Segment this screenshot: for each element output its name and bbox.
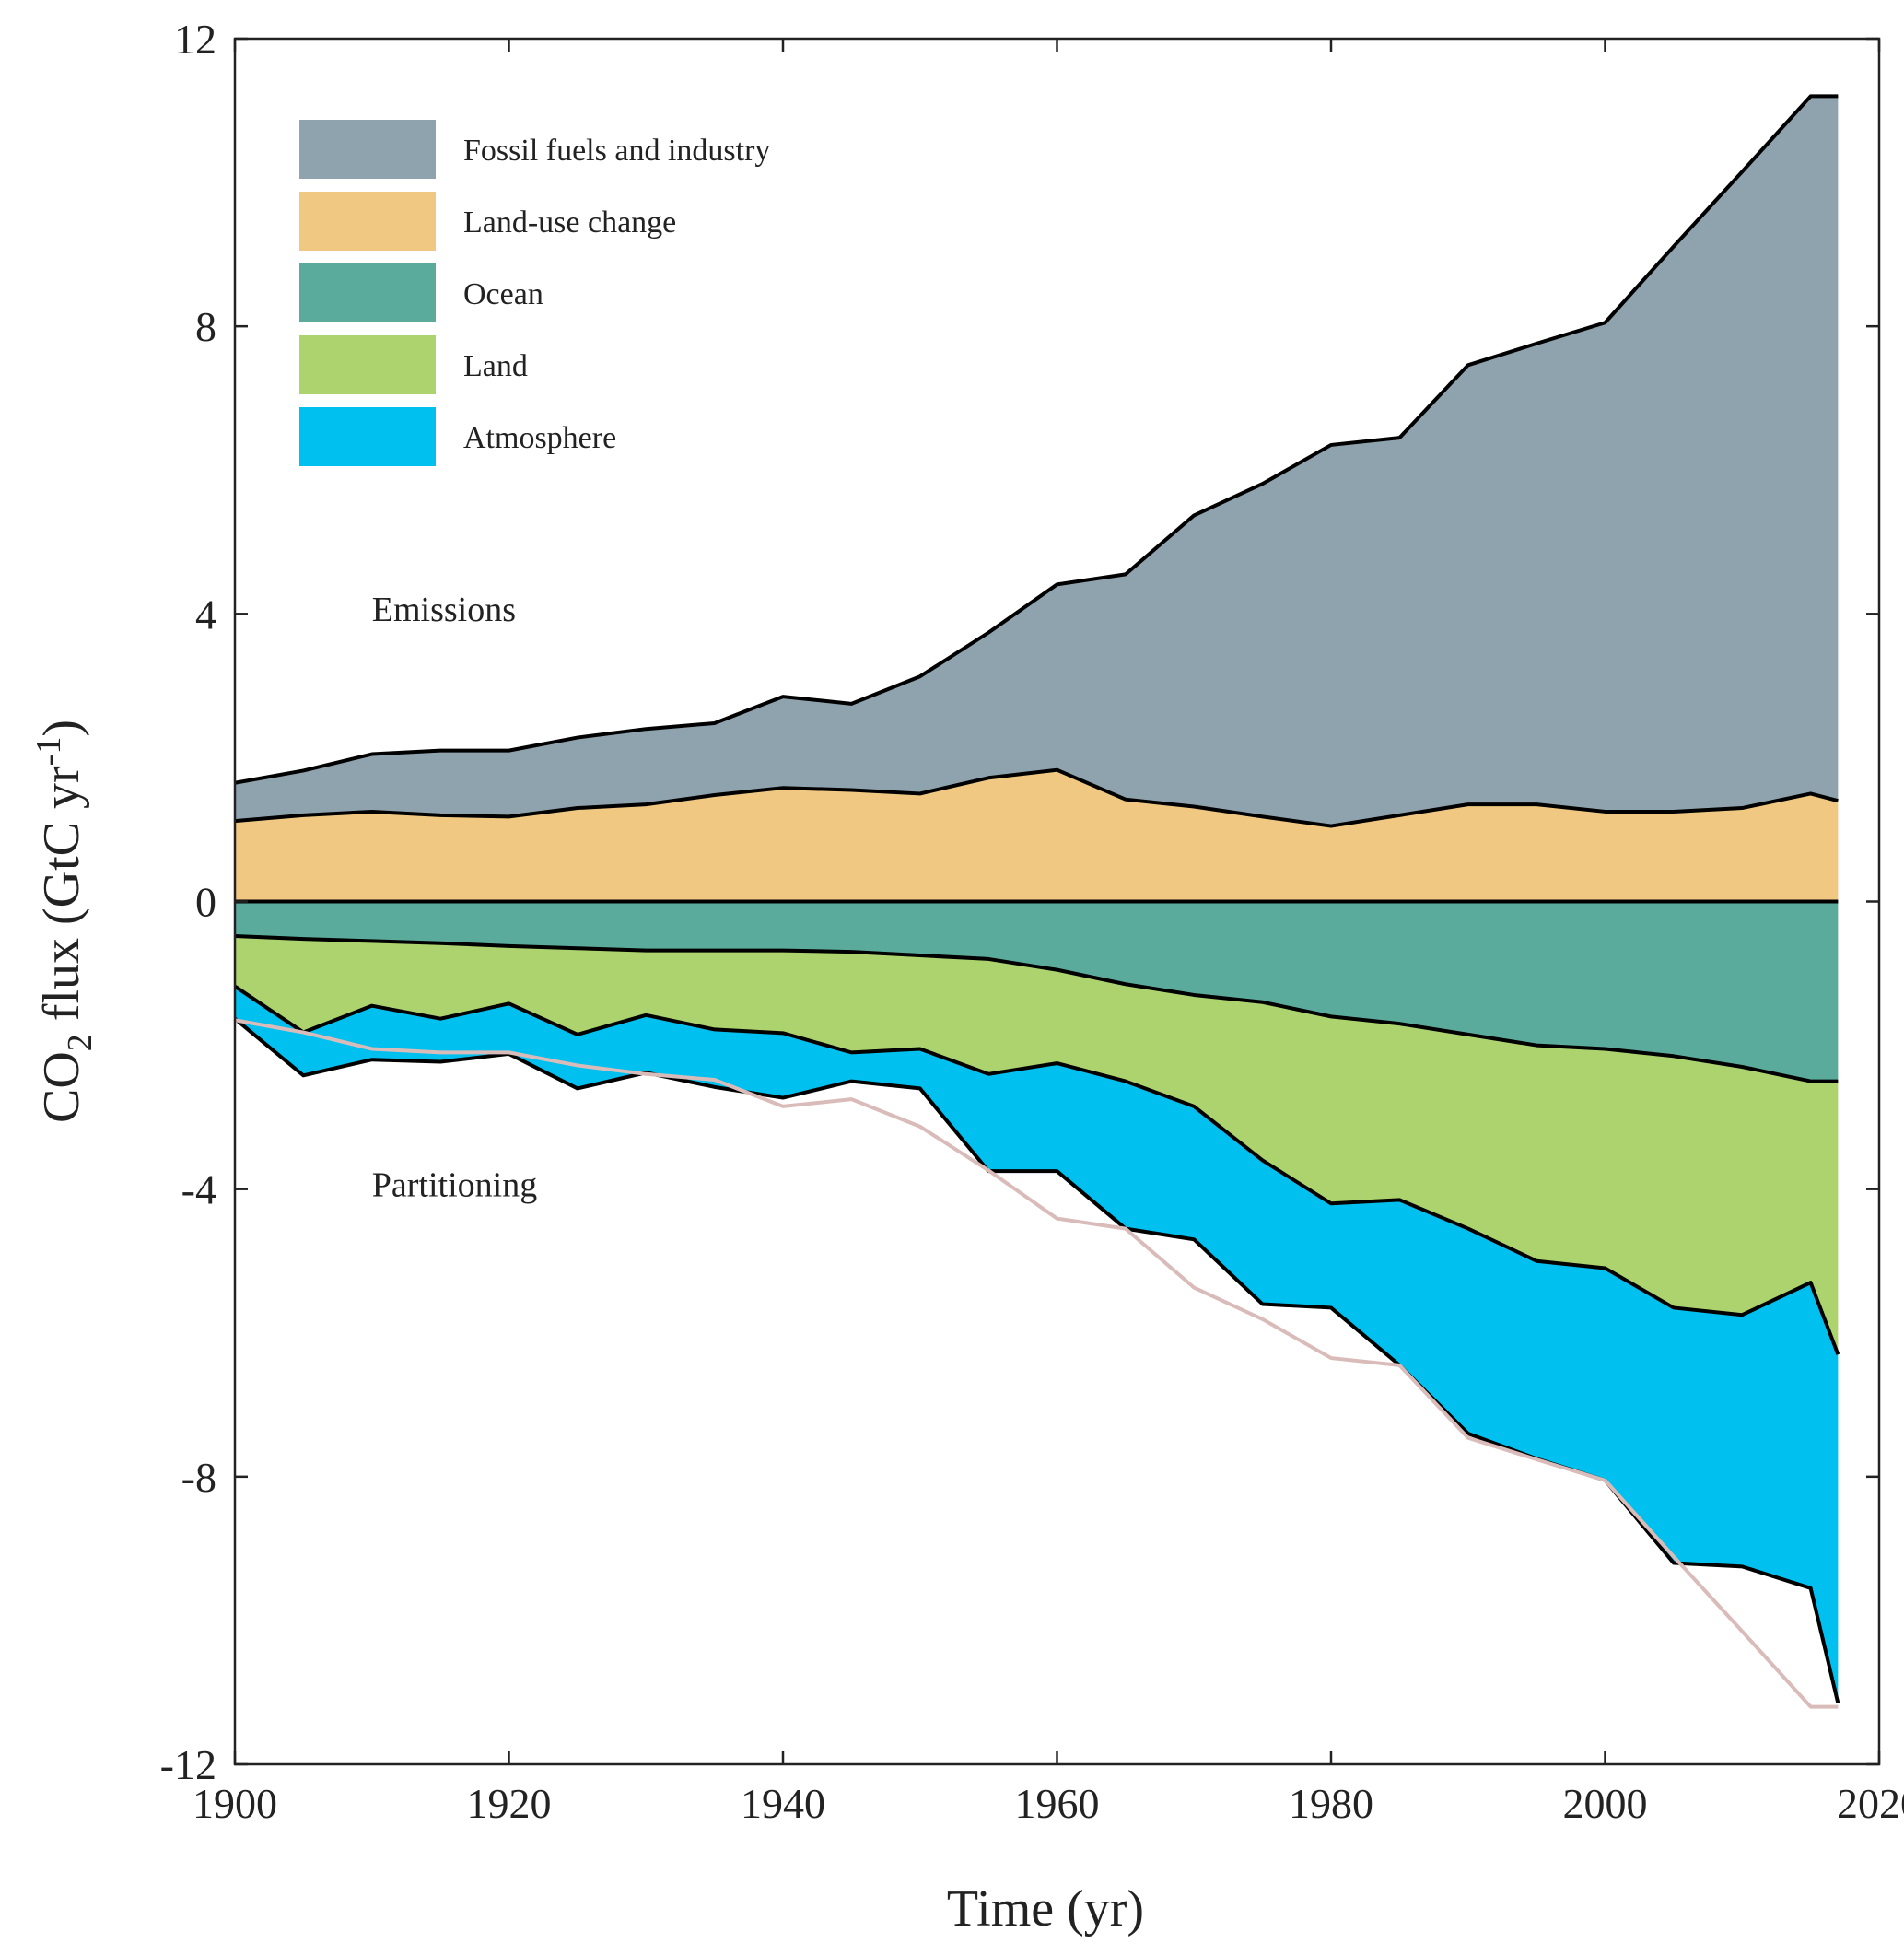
budget-line-layer — [234, 1018, 1839, 1709]
legend-swatch-atmosphere — [299, 407, 436, 466]
outline-land-bottom — [233, 984, 1840, 1355]
y-axis-title-prefix: CO — [33, 1051, 90, 1123]
annotation-partitioning: Partitioning — [372, 1165, 537, 1204]
annotations: Emissions Partitioning — [372, 591, 537, 1204]
legend-label-land: Land — [463, 349, 528, 383]
y-tick-label-0: 0 — [195, 879, 216, 926]
outline-land-use-change-top — [234, 767, 1839, 828]
x-axis: 1900 1920 1940 1960 1980 2000 2020 — [193, 39, 1904, 1827]
x-tick-label-1920: 1920 — [467, 1780, 552, 1827]
legend: Fossil fuels and industry Land-use change… — [299, 120, 770, 466]
y-tick-label--8: -8 — [181, 1454, 216, 1501]
y-axis-title-sub: 2 — [61, 1034, 99, 1051]
outline-fossil-top — [234, 94, 1839, 785]
x-tick-label-1940: 1940 — [741, 1780, 825, 1827]
legend-swatch-land-use-change — [299, 192, 436, 251]
y-axis-title-suffix: ) — [33, 720, 90, 737]
y-tick-label-4: 4 — [195, 591, 216, 638]
y-tick-label-8: 8 — [195, 303, 216, 350]
area-layers — [235, 96, 1839, 1703]
budget-line — [234, 1018, 1839, 1709]
x-tick-label-2000: 2000 — [1563, 1780, 1648, 1827]
annotation-emissions: Emissions — [372, 591, 516, 629]
x-tick-label-1960: 1960 — [1015, 1780, 1100, 1827]
y-axis-title-mid: flux (GtC yr — [33, 766, 90, 1034]
series-area-fossil-fuels-and-industry — [235, 96, 1839, 826]
x-tick-label-1980: 1980 — [1289, 1780, 1373, 1827]
x-tick-label-2020: 2020 — [1837, 1780, 1904, 1827]
y-axis-title-sup: -1 — [29, 737, 68, 767]
legend-swatch-fossil-fuels-and-industry — [299, 120, 436, 179]
y-axis-title: CO2 flux (GtC yr-1) — [29, 720, 99, 1123]
y-tick-label--12: -12 — [160, 1741, 216, 1788]
legend-swatch-land — [299, 335, 436, 394]
series-area-land — [235, 935, 1839, 1355]
outline-ocean-bottom — [234, 933, 1839, 1083]
legend-label-atmosphere: Atmosphere — [463, 421, 616, 455]
series-area-ocean — [235, 901, 1839, 1082]
legend-label-land-use-change: Land-use change — [463, 205, 676, 240]
y-tick-label--4: -4 — [181, 1166, 216, 1213]
legend-label-fossil-fuels-and-industry: Fossil fuels and industry — [463, 134, 770, 168]
series-area-atmosphere — [235, 986, 1839, 1703]
legend-label-ocean: Ocean — [463, 277, 543, 311]
y-axis: 12 8 4 0 -4 -8 -12 — [160, 16, 1879, 1788]
x-tick-label-1900: 1900 — [193, 1780, 277, 1827]
y-tick-label-12: 12 — [174, 16, 216, 63]
x-axis-title: Time (yr) — [947, 1880, 1144, 1937]
series-area-land-use-change — [235, 769, 1839, 902]
legend-swatch-ocean — [299, 263, 436, 322]
